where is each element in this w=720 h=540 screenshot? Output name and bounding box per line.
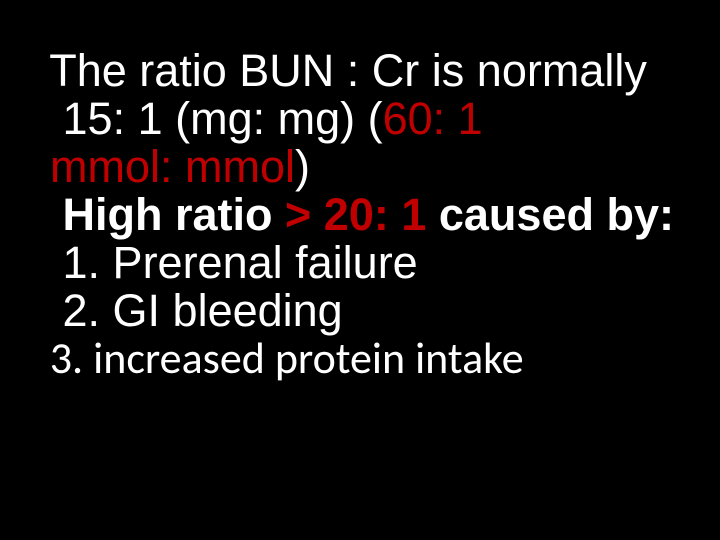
- slide: The ratio BUN : Cr is normally 15: 1 (mg…: [0, 0, 720, 540]
- text-line7: 3. increased protein intake: [40, 331, 524, 385]
- line-7: 3. increased protein intake: [0, 289, 524, 428]
- text-line2b-red: 60: 1: [383, 93, 483, 144]
- text-line4c: caused by:: [439, 189, 674, 240]
